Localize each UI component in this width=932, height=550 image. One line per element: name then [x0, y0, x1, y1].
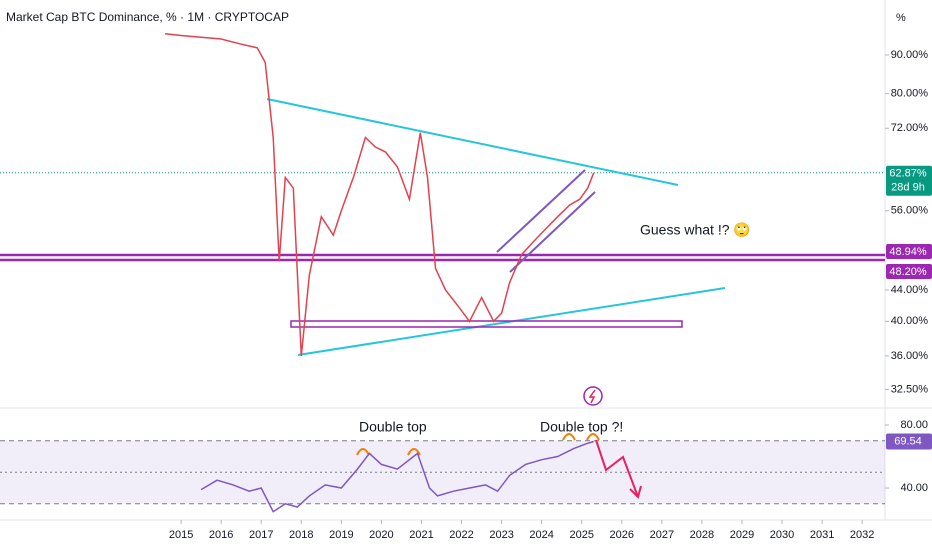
annotation: Guess what !? 🙄 [640, 222, 751, 238]
y-tick-label: 80.00% [891, 88, 929, 100]
rsi-band [0, 440, 885, 504]
x-tick-label: 2024 [529, 529, 553, 541]
unit-label: % [896, 12, 906, 24]
back-layer [0, 172, 885, 505]
y-tick-label: 90.00% [891, 49, 929, 61]
x-tick-label: 2025 [569, 529, 593, 541]
trendline [266, 98, 679, 186]
y-tick-label: 72.00% [891, 122, 929, 134]
x-tick-label: 2028 [690, 529, 714, 541]
x-tick-label: 2030 [770, 529, 794, 541]
x-tick-label: 2018 [289, 529, 313, 541]
x-tick-label: 2019 [329, 529, 353, 541]
channel-line [496, 169, 586, 253]
annotation: Double top ?! [540, 419, 623, 435]
x-tick-label: 2016 [209, 529, 233, 541]
rsi-tag [886, 433, 932, 450]
y-tick-label: 32.50% [891, 383, 929, 395]
drawings [266, 98, 726, 499]
annotation: Double top [359, 419, 427, 435]
event-icon [583, 386, 603, 406]
price-tag [886, 264, 932, 280]
rsi-tag-label: 69.54 [894, 435, 922, 447]
y-tick-label: 40.00% [891, 315, 929, 327]
y-tick-label: 36.00% [891, 350, 929, 362]
x-tick-label: 2022 [449, 529, 473, 541]
support-box [290, 320, 683, 328]
price-tag-label: 48.94% [889, 246, 927, 258]
price-tag [886, 244, 932, 260]
x-tick-label: 2023 [489, 529, 513, 541]
chart-title: Market Cap BTC Dominance, % · 1M · CRYPT… [6, 10, 289, 24]
price-tag-label: 62.87% [889, 168, 927, 180]
x-tick-label: 2026 [610, 529, 634, 541]
x-tick-label: 2020 [369, 529, 393, 541]
y-tick-label: 56.00% [891, 205, 929, 217]
channel-line [509, 191, 596, 273]
top-arcs [356, 433, 600, 456]
x-tick-label: 2017 [249, 529, 273, 541]
event-icon-bolt [588, 389, 596, 404]
y-tick-label: 80.00 [900, 419, 928, 431]
x-tick-label: 2031 [810, 529, 834, 541]
x-tick-label: 2015 [169, 529, 193, 541]
x-tick-label: 2029 [730, 529, 754, 541]
x-tick-label: 2021 [409, 529, 433, 541]
price-tag-sub: 28d 9h [891, 182, 925, 194]
series-line [165, 33, 595, 356]
y-tick-label: 40.00 [900, 482, 928, 494]
price-tag [886, 165, 932, 196]
x-tick-label: 2032 [850, 529, 874, 541]
y-tick-label: 44.00% [891, 284, 929, 296]
price-tag-label: 48.20% [889, 266, 927, 278]
x-tick-label: 2027 [650, 529, 674, 541]
forecast-arrow [595, 439, 642, 499]
series-line [200, 440, 594, 513]
